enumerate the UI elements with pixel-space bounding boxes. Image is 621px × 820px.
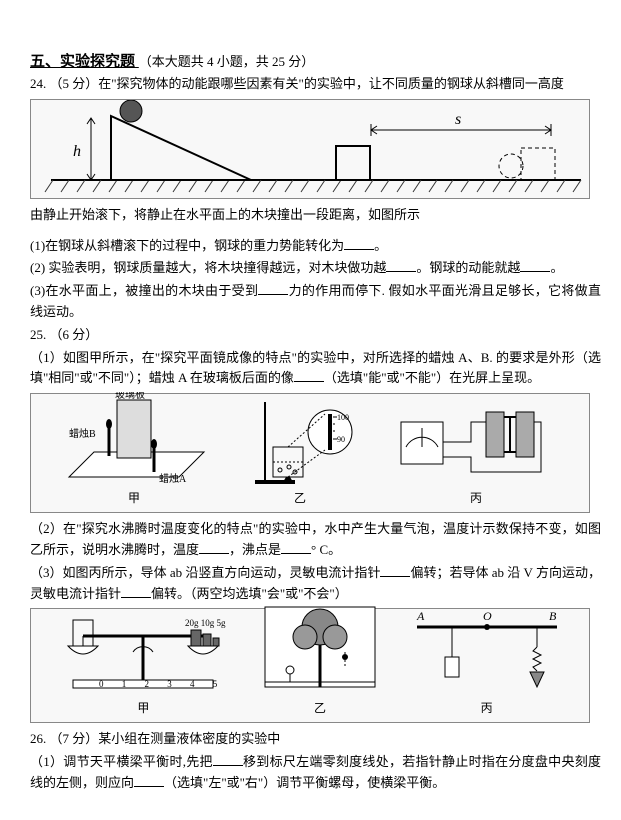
q25-head: 25. （6 分） bbox=[30, 325, 601, 346]
s-label: s bbox=[455, 111, 461, 128]
blank bbox=[294, 369, 324, 382]
blank bbox=[344, 237, 374, 250]
q25-subfig-yi: 100 90 乙 bbox=[245, 392, 355, 508]
sublabel-bing: 丙 bbox=[481, 699, 493, 718]
sublabel-jia: 甲 bbox=[128, 489, 140, 508]
q26-part1: （1）调节天平横梁平衡时,先把移到标尺左端零刻度线处，若指针静止时指在分度盘中央… bbox=[30, 752, 601, 794]
blank bbox=[380, 564, 410, 577]
q24-part2: (2) 实验表明，钢球质量越大，将木块撞得越远，对木块做功越 。钢球的动能就越 。 bbox=[30, 258, 601, 279]
q24-p2b: 。钢球的动能就越 bbox=[416, 260, 520, 275]
svg-text:A: A bbox=[416, 609, 425, 623]
blank bbox=[121, 585, 151, 598]
q24-part1: (1)在钢球从斜槽滚下的过程中，钢球的重力势能转化为 。 bbox=[30, 236, 601, 257]
q25-part1: （1）如图甲所示，在"探究平面镜成像的特点"的实验中，对所选择的蜡烛 A、B. … bbox=[30, 348, 601, 390]
section-header: 五、实验探究题 （本大题共 4 小题，共 25 分） bbox=[30, 50, 601, 74]
q26-figure: 0 1 2 3 4 5 20g 10g 5g 甲 bbox=[30, 608, 590, 723]
q25-subfig-jia: 玻璃板 蜡烛B 蜡烛A 甲 bbox=[59, 392, 209, 508]
q25-p1b: （选填"能"或"不能"）在光屏上呈现。 bbox=[324, 370, 540, 385]
q24-p1-text: (1)在钢球从斜槽滚下的过程中，钢球的重力势能转化为 bbox=[30, 238, 344, 253]
q25-p2c: ° C。 bbox=[311, 542, 341, 557]
blank bbox=[213, 753, 243, 766]
svg-text:蜡烛A: 蜡烛A bbox=[159, 472, 187, 485]
svg-text:20g 10g 5g: 20g 10g 5g bbox=[185, 618, 226, 628]
q24-p1-end: 。 bbox=[374, 238, 387, 253]
q24-part3: (3)在水平面上，被撞出的木块由于受到力的作用而停下. 假如水平面光滑且足够长，… bbox=[30, 281, 601, 323]
q26-subfig-bing: A O B 丙 bbox=[397, 602, 577, 718]
blank bbox=[520, 259, 550, 272]
q25-p2b: ，沸点是 bbox=[229, 542, 281, 557]
blank bbox=[281, 541, 311, 554]
blank bbox=[386, 259, 416, 272]
q24-head: 24. （5 分）在"探究物体的动能跟哪些因素有关"的实验中，让不同质量的钢球从… bbox=[30, 74, 601, 95]
blank bbox=[134, 774, 164, 787]
svg-text:100: 100 bbox=[337, 413, 349, 422]
blank bbox=[258, 282, 288, 295]
q25-figure: 玻璃板 蜡烛B 蜡烛A 甲 100 bbox=[30, 393, 590, 513]
svg-text:90: 90 bbox=[337, 435, 345, 444]
blank bbox=[199, 541, 229, 554]
q26-head: 26. （7 分）某小组在测量液体密度的实验中 bbox=[30, 729, 601, 750]
sublabel-yi: 乙 bbox=[294, 489, 306, 508]
sublabel-bing: 丙 bbox=[470, 489, 482, 508]
q25-part2: （2）在"探究水沸腾时温度变化的特点"的实验中，水中产生大量气泡，温度计示数保持… bbox=[30, 519, 601, 561]
q25-p3c: 偏转。（两空均选填"会"或"不会"） bbox=[151, 586, 348, 601]
svg-text:蜡烛B: 蜡烛B bbox=[69, 427, 96, 440]
q25-part3: （3）如图丙所示，导体 ab 沿竖直方向运动，灵敏电流计指针偏转；若导体 ab … bbox=[30, 563, 601, 605]
svg-text:玻璃板: 玻璃板 bbox=[115, 392, 145, 401]
q26-subfig-jia: 0 1 2 3 4 5 20g 10g 5g 甲 bbox=[43, 602, 243, 718]
q26-subfig-yi: 乙 bbox=[260, 602, 380, 718]
svg-text:0 1 2 3 4 5: 0 1 2 3 4 5 bbox=[99, 679, 225, 689]
section-number: 五、 bbox=[30, 54, 60, 70]
q26-p1a: （1）调节天平横梁平衡时,先把 bbox=[30, 754, 213, 769]
q24-figure: h s bbox=[30, 99, 590, 199]
sublabel-jia: 甲 bbox=[137, 699, 149, 718]
sublabel-yi: 乙 bbox=[314, 699, 326, 718]
q26-p1c: （选填"左"或"右"）调节平衡螺母，使横梁平衡。 bbox=[164, 775, 445, 790]
section-title: 实验探究题 bbox=[60, 54, 135, 70]
q25-p3a: （3）如图丙所示，导体 ab 沿竖直方向运动，灵敏电流计指针 bbox=[30, 565, 380, 580]
q24-p2a: (2) 实验表明，钢球质量越大，将木块撞得越远，对木块做功越 bbox=[30, 260, 386, 275]
h-label: h bbox=[73, 143, 81, 160]
q24-after-fig: 由静止开始滚下，将静止在水平面上的木块撞出一段距离，如图所示 bbox=[30, 205, 601, 226]
svg-text:O: O bbox=[483, 609, 492, 623]
q25-subfig-bing: 丙 bbox=[391, 392, 561, 508]
q24-p3a: (3)在水平面上，被撞出的木块由于受到 bbox=[30, 283, 258, 298]
svg-text:B: B bbox=[549, 609, 557, 623]
section-note: （本大题共 4 小题，共 25 分） bbox=[139, 54, 315, 69]
q24-p2c: 。 bbox=[550, 260, 563, 275]
